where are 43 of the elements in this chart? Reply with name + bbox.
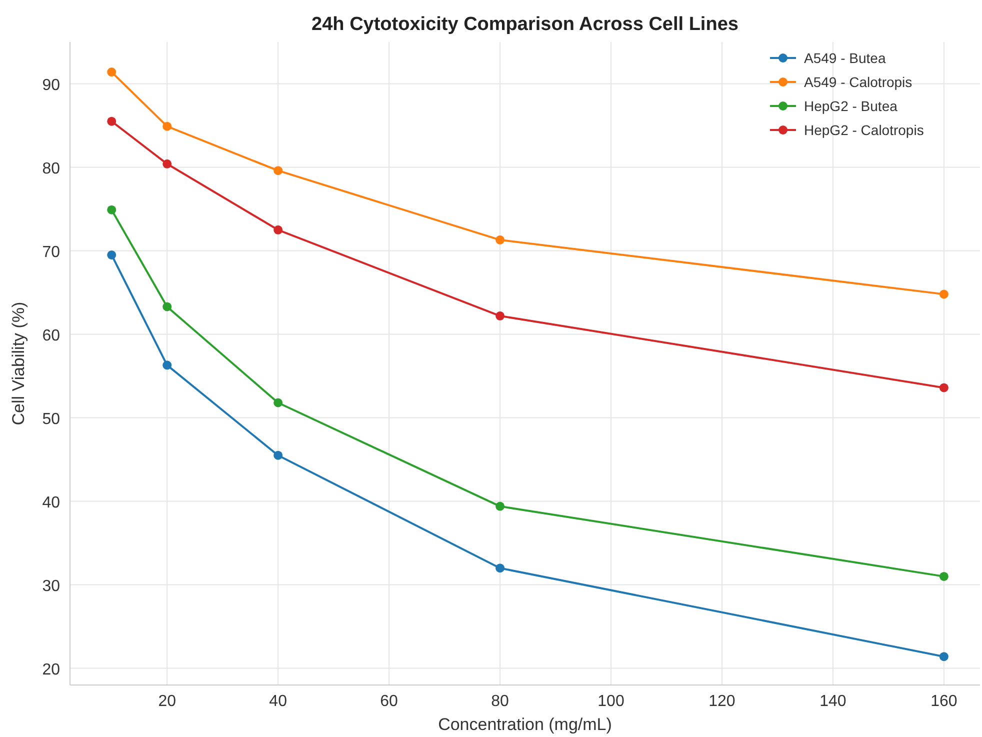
- x-tick-label: 160: [930, 693, 958, 710]
- y-tick-label: 40: [42, 494, 60, 512]
- y-axis-title: Cell Viability (%): [9, 302, 28, 426]
- point: [274, 225, 283, 234]
- legend-label: HepG2 - Butea: [804, 98, 898, 114]
- x-axis-title: Concentration (mg/mL): [438, 715, 612, 734]
- point: [939, 383, 948, 392]
- y-tick-label: 30: [42, 578, 60, 595]
- point: [162, 302, 172, 312]
- point: [496, 564, 505, 573]
- point: [496, 235, 505, 244]
- point: [107, 205, 116, 214]
- x-tick-label: 20: [158, 693, 176, 710]
- x-tick-label: 60: [380, 693, 398, 710]
- x-tick-label: 120: [708, 693, 736, 710]
- point: [162, 159, 172, 168]
- legend-label: HepG2 - Calotropis: [804, 122, 924, 138]
- point: [274, 398, 283, 408]
- y-tick-label: 90: [42, 76, 60, 94]
- point: [274, 166, 283, 176]
- point: [496, 502, 505, 511]
- point: [939, 652, 948, 662]
- x-tick-label: 40: [269, 693, 288, 710]
- legend-label: A549 - Calotropis: [804, 74, 912, 90]
- y-tick-label: 70: [42, 244, 60, 261]
- point: [939, 572, 948, 581]
- legend-label: A549 - Butea: [804, 50, 886, 66]
- y-tick-label: 80: [42, 160, 60, 178]
- point: [107, 116, 116, 126]
- x-tick-label: 140: [820, 693, 846, 710]
- x-tick-label: 100: [598, 693, 624, 710]
- point: [939, 290, 948, 299]
- y-tick-label: 60: [42, 327, 60, 344]
- y-tick-label: 50: [42, 410, 60, 428]
- chart-title: 24h Cytotoxicity Comparison Across Cell Lines: [312, 14, 738, 35]
- y-tick-label: 20: [42, 661, 60, 678]
- point: [274, 450, 283, 460]
- point: [496, 311, 505, 320]
- point: [162, 122, 172, 131]
- x-tick-label: 80: [491, 693, 510, 710]
- point: [162, 360, 172, 370]
- point: [107, 68, 116, 77]
- point: [107, 250, 116, 260]
